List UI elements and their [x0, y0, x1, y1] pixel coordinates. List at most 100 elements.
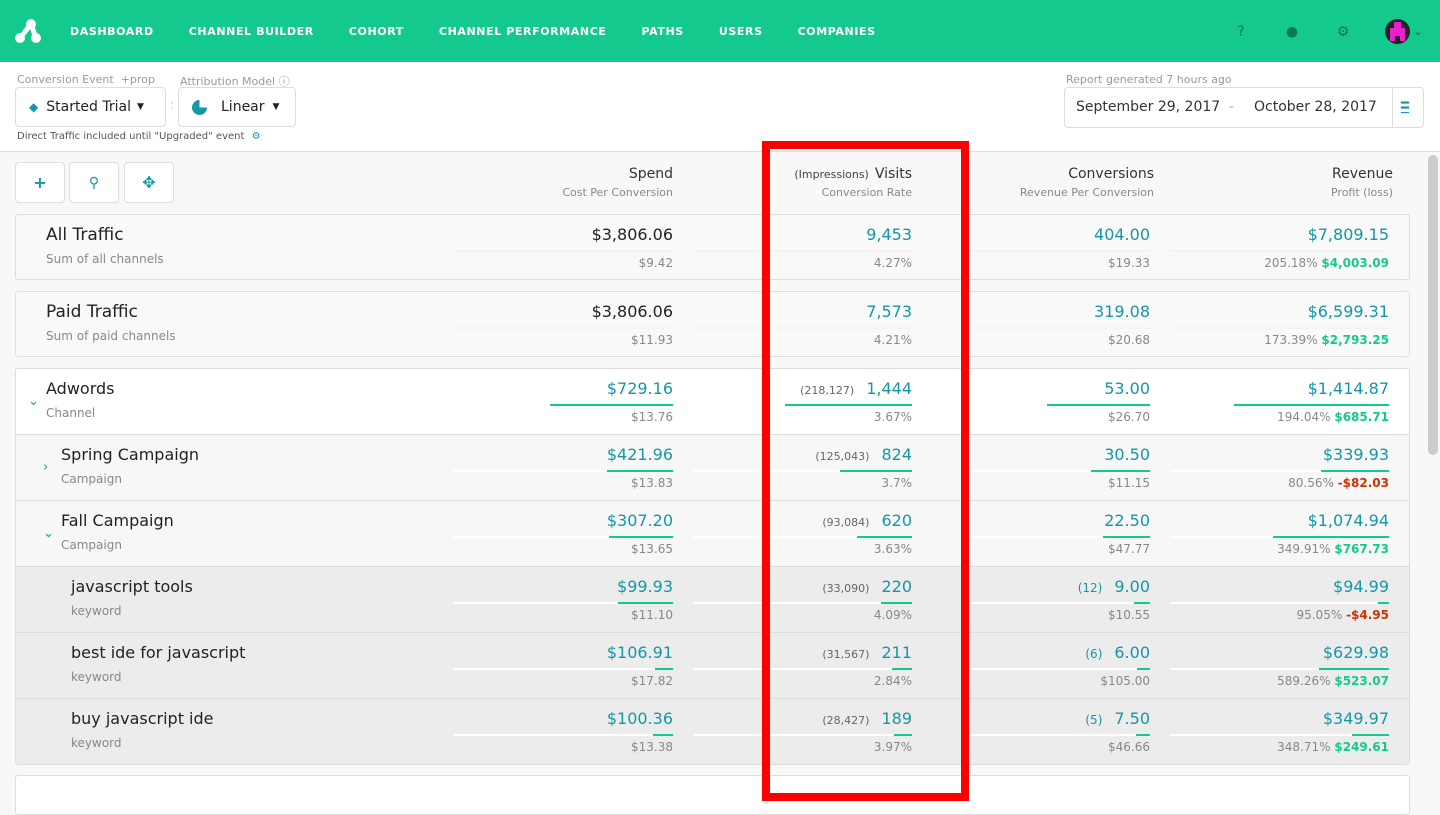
nav-cohort[interactable]: COHORT: [348, 24, 404, 38]
conversion-rate: 3.7%: [881, 476, 913, 490]
revenue-value[interactable]: $339.93: [1322, 445, 1389, 464]
conversions-bar: [970, 602, 1150, 604]
column-header-visits[interactable]: (Impressions) Visits Conversion Rate: [652, 166, 912, 199]
nav-channel-builder[interactable]: CHANNEL BUILDER: [188, 24, 314, 38]
nav-users[interactable]: USERS: [718, 24, 763, 38]
column-subtitle: Revenue Per Conversion: [1019, 186, 1154, 199]
conversion-event-dropdown[interactable]: ◆ Started Trial ▼: [15, 87, 166, 127]
column-header-revenue[interactable]: Revenue Profit (loss): [1133, 166, 1393, 199]
search-button[interactable]: ⚲: [69, 162, 119, 203]
spend-value[interactable]: $3,806.06: [591, 302, 673, 321]
revenue-value[interactable]: $349.97: [1322, 709, 1389, 728]
info-icon[interactable]: ⓘ: [278, 75, 290, 88]
conversions-value[interactable]: 30.50: [1104, 445, 1150, 464]
cost-per-conversion: $13.76: [631, 410, 673, 424]
attribution-model-dropdown[interactable]: Linear ▼: [178, 87, 296, 127]
help-icon[interactable]: ?: [1237, 24, 1245, 40]
conversions-value[interactable]: 9.00: [1114, 577, 1150, 596]
row-subtitle: keyword: [71, 736, 122, 750]
revenue-value[interactable]: $7,809.15: [1307, 225, 1389, 244]
conversions-bar: [970, 734, 1150, 736]
column-header-spend[interactable]: Spend Cost Per Conversion: [413, 166, 673, 199]
top-nav: DASHBOARD CHANNEL BUILDER COHORT CHANNEL PE…: [0, 0, 1440, 62]
revenue-value[interactable]: $1,074.94: [1307, 511, 1389, 530]
table-row[interactable]: buy javascript ide keyword $100.36 $13.38 (2…: [16, 699, 1409, 764]
date-range-picker[interactable]: September 29, 2017 - October 28, 2017 ━ ━…: [1064, 87, 1424, 128]
visits-value[interactable]: 220: [881, 577, 912, 596]
spend-value[interactable]: $100.36: [606, 709, 673, 728]
revenue-value[interactable]: $6,599.31: [1307, 302, 1389, 321]
add-prop-link[interactable]: +prop: [120, 73, 155, 86]
visits-value[interactable]: 7,573: [866, 302, 912, 321]
revenue-per-conversion: $46.66: [1108, 740, 1150, 754]
start-date[interactable]: September 29, 2017: [1076, 99, 1221, 115]
visits-value[interactable]: 1,444: [866, 379, 912, 398]
conversions-cell: (12) 9.00 $10.55: [970, 577, 1150, 622]
revenue-value[interactable]: $1,414.87: [1307, 379, 1389, 398]
conversions-bar: [970, 470, 1150, 472]
table-row[interactable]: ⌄ Adwords Channel $729.16 $13.76 (218,127) 1,4…: [16, 369, 1409, 435]
chevron-down-icon[interactable]: ⌄: [43, 526, 54, 541]
visits-bar: [693, 404, 912, 406]
user-avatar[interactable]: [1385, 19, 1410, 44]
spend-value[interactable]: $421.96: [606, 445, 673, 464]
visits-cell: (218,127) 1,444 3.67%: [693, 379, 912, 424]
nav-paths[interactable]: PATHS: [641, 24, 684, 38]
conversions-value[interactable]: 53.00: [1104, 379, 1150, 398]
spend-value[interactable]: $729.16: [606, 379, 673, 398]
visits-value[interactable]: 9,453: [866, 225, 912, 244]
conversions-value[interactable]: 7.50: [1114, 709, 1150, 728]
visits-value[interactable]: 211: [881, 643, 912, 662]
revenue-cell: $1,414.87 194.04% $685.71: [1170, 379, 1389, 424]
revenue-per-conversion: $105.00: [1100, 674, 1150, 688]
spend-value[interactable]: $3,806.06: [591, 225, 673, 244]
gear-icon[interactable]: ⚙: [1336, 24, 1350, 40]
channel-group-adwords: ⌄ Adwords Channel $729.16 $13.76 (218,127) 1,4…: [15, 368, 1410, 765]
column-subtitle: Cost Per Conversion: [562, 186, 673, 199]
revenue-value[interactable]: $629.98: [1322, 643, 1389, 662]
nav-dashboard[interactable]: DASHBOARD: [70, 24, 154, 38]
row-name: Spring Campaign: [61, 445, 199, 464]
app-logo[interactable]: [14, 18, 42, 44]
visits-value[interactable]: 824: [881, 445, 912, 464]
conversions-value[interactable]: 404.00: [1094, 225, 1150, 244]
visits-value[interactable]: 620: [881, 511, 912, 530]
spend-value[interactable]: $99.93: [617, 577, 673, 596]
chevron-down-icon[interactable]: ⌄: [28, 394, 39, 409]
roi-percent: 80.56%: [1288, 476, 1334, 490]
scrollbar[interactable]: [1428, 155, 1438, 455]
spend-value[interactable]: $307.20: [606, 511, 673, 530]
roi-percent: 349.91%: [1277, 542, 1331, 556]
chevron-right-icon[interactable]: ›: [43, 460, 49, 475]
visits-cell: 7,573 4.21%: [693, 302, 912, 347]
move-button[interactable]: ✥: [124, 162, 174, 203]
row-name: best ide for javascript: [71, 643, 246, 662]
column-header-conversions[interactable]: Conversions Revenue Per Conversion: [894, 166, 1154, 199]
roi-percent: 348.71%: [1277, 740, 1331, 754]
table-row[interactable]: best ide for javascript keyword $106.91 $17…: [16, 633, 1409, 699]
revenue-per-conversion: $19.33: [1108, 256, 1150, 270]
conversions-value[interactable]: 319.08: [1094, 302, 1150, 321]
pie-chart-icon: [192, 99, 207, 115]
summary-row-paid-traffic[interactable]: Paid Traffic Sum of paid channels $3,806.0…: [15, 291, 1410, 357]
conversions-value[interactable]: 22.50: [1104, 511, 1150, 530]
conversions-value[interactable]: 6.00: [1114, 643, 1150, 662]
revenue-value[interactable]: $94.99: [1333, 577, 1389, 596]
add-button[interactable]: +: [15, 162, 65, 203]
revenue-per-conversion: $26.70: [1108, 410, 1150, 424]
end-date[interactable]: October 28, 2017: [1254, 99, 1377, 115]
sort-options-icon[interactable]: ━ ━ ─: [1401, 96, 1409, 121]
chevron-down-icon[interactable]: ⌄: [1413, 24, 1424, 38]
spend-cell: $3,806.06 $11.93: [453, 302, 673, 347]
date-separator: -: [1229, 99, 1235, 115]
spend-value[interactable]: $106.91: [606, 643, 673, 662]
summary-row-all-traffic[interactable]: All Traffic Sum of all channels $3,806.06 $…: [15, 214, 1410, 280]
table-row[interactable]: ⌄ Fall Campaign Campaign $307.20 $13.65 (93,0…: [16, 501, 1409, 567]
table-row[interactable]: javascript tools keyword $99.93 $11.10 (33,0…: [16, 567, 1409, 633]
visits-value[interactable]: 189: [881, 709, 912, 728]
nav-channel-performance[interactable]: CHANNEL PERFORMANCE: [438, 24, 607, 38]
settings-gear-icon[interactable]: ⚙: [251, 131, 261, 142]
chat-icon[interactable]: ●: [1285, 24, 1299, 40]
table-row[interactable]: › Spring Campaign Campaign $421.96 $13.83 (12…: [16, 435, 1409, 501]
nav-companies[interactable]: COMPANIES: [797, 24, 876, 38]
